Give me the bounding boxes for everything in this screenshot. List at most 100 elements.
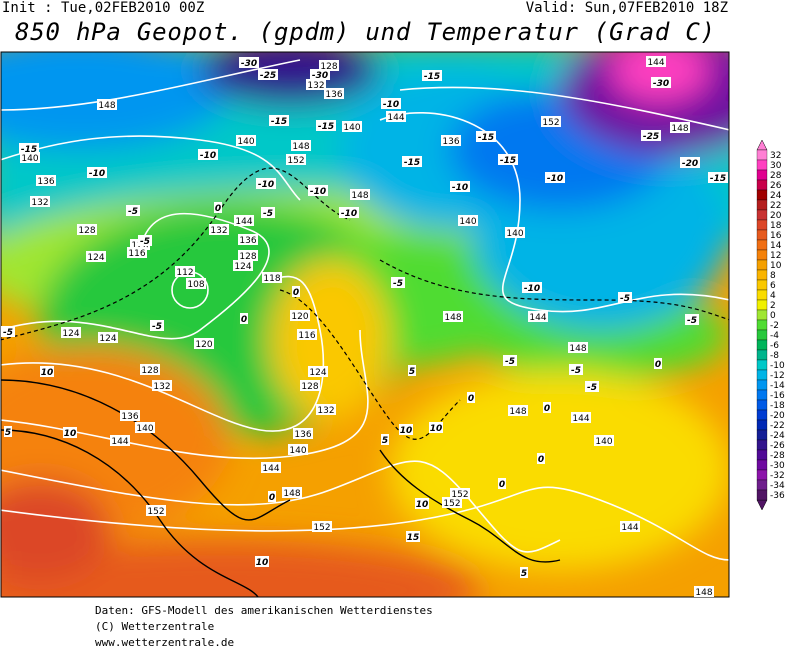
isohypse-label: 148 — [695, 588, 712, 598]
label-box — [654, 358, 662, 369]
label-box — [255, 556, 269, 567]
label-box — [86, 251, 106, 262]
colorbar-swatch — [756, 209, 768, 221]
isohypse-label: 128 — [239, 252, 256, 262]
label-box — [256, 178, 276, 189]
label-box — [238, 234, 258, 245]
label-box — [571, 412, 591, 423]
label-box — [77, 224, 97, 235]
label-box — [258, 69, 278, 80]
label-box — [620, 521, 640, 532]
isohypse-label: 116 — [298, 331, 315, 341]
isotherm-label: 10 — [416, 500, 429, 510]
label-box — [680, 157, 700, 168]
label-box — [641, 130, 661, 141]
isotherm-label: -30 — [241, 59, 257, 69]
colorbar-label: 26 — [770, 181, 782, 191]
label-box — [19, 143, 39, 154]
label-box — [40, 366, 54, 377]
colorbar-label: 14 — [770, 241, 782, 251]
label-box — [308, 366, 328, 377]
label-box — [36, 175, 56, 186]
isotherm-label: -10 — [258, 180, 274, 190]
colorbar-label: -12 — [770, 371, 785, 381]
label-box — [61, 327, 81, 338]
valid-time: Valid: Sun,07FEB2010 18Z — [526, 0, 728, 16]
colorbar-label: -2 — [770, 321, 779, 331]
colorbar-swatch — [756, 309, 768, 321]
isotherm-label: 5 — [521, 569, 527, 579]
colorbar-swatch — [756, 379, 768, 391]
colorbar-swatch — [756, 149, 768, 161]
label-box — [537, 453, 545, 464]
colorbar-swatch — [756, 369, 768, 381]
colorbar-label: 16 — [770, 231, 782, 241]
isohypse-label: 152 — [147, 507, 164, 517]
isohypse-label: 132 — [317, 406, 334, 416]
label-box — [198, 149, 218, 160]
isotherm-label: -15 — [271, 117, 287, 127]
label-box — [442, 497, 462, 508]
colorbar-label: -6 — [770, 341, 779, 351]
isotherm-label: -10 — [89, 169, 105, 179]
isohypse-label: 116 — [128, 249, 145, 259]
footer-line: www.wetterzentrale.de — [95, 636, 234, 648]
label-box — [87, 167, 107, 178]
label-box — [316, 404, 336, 415]
colorbar-swatch — [756, 439, 768, 451]
isohypse-label: 120 — [195, 340, 212, 350]
colorbar-swatch — [756, 299, 768, 311]
label-box — [646, 56, 666, 67]
label-box — [4, 426, 12, 437]
colorbar-label: 20 — [770, 211, 782, 221]
colorbar-swatch — [756, 189, 768, 201]
colorbar-label: 28 — [770, 171, 782, 181]
footer-line: (C) Wetterzentrale — [95, 620, 214, 633]
isotherm-label: 0 — [544, 404, 550, 414]
colorbar-swatch — [756, 489, 768, 501]
colorbar-label: -28 — [770, 451, 785, 461]
isotherm-label: 0 — [269, 493, 275, 503]
isotherm-label: -25 — [643, 132, 659, 142]
isohypse-label: 148 — [444, 313, 461, 323]
label-box — [138, 235, 152, 246]
colorbar-swatch — [756, 389, 768, 401]
label-box — [381, 434, 389, 445]
label-box — [152, 380, 172, 391]
label-box — [342, 121, 362, 132]
label-box — [297, 329, 317, 340]
label-box — [110, 435, 130, 446]
label-box — [422, 70, 442, 81]
colorbar-swatch — [756, 159, 768, 171]
colorbar-label: -18 — [770, 401, 785, 411]
label-box — [268, 491, 276, 502]
colorbar-swatch — [756, 479, 768, 491]
isohypse-label: 152 — [443, 499, 460, 509]
isohypse-label: 148 — [509, 407, 526, 417]
colorbar-label: 18 — [770, 221, 782, 231]
isotherm-label: -20 — [682, 159, 698, 169]
map-area — [1, 52, 729, 597]
label-box — [350, 189, 370, 200]
label-box — [261, 462, 281, 473]
map-title: 850 hPa Geopot. (gpdm) und Temperatur (G… — [15, 18, 715, 46]
isotherm-label: -15 — [500, 156, 516, 166]
colorbar-swatch — [756, 419, 768, 431]
label-box — [97, 99, 117, 110]
isohypse-label: 152 — [542, 118, 559, 128]
isohypse-label: 148 — [98, 101, 115, 111]
label-box — [441, 135, 461, 146]
label-box — [63, 427, 77, 438]
label-box — [585, 381, 599, 392]
label-box — [236, 135, 256, 146]
label-box — [498, 154, 518, 165]
isohypse-label: 140 — [595, 437, 612, 447]
colorbar-label: -26 — [770, 441, 785, 451]
isohypse-label: 140 — [21, 154, 38, 164]
label-box — [308, 185, 328, 196]
label-box — [406, 531, 420, 542]
isotherm-label: 5 — [382, 436, 388, 446]
label-box — [150, 320, 164, 331]
isohypse-label: 144 — [262, 464, 279, 474]
colorbar-swatch — [756, 409, 768, 421]
